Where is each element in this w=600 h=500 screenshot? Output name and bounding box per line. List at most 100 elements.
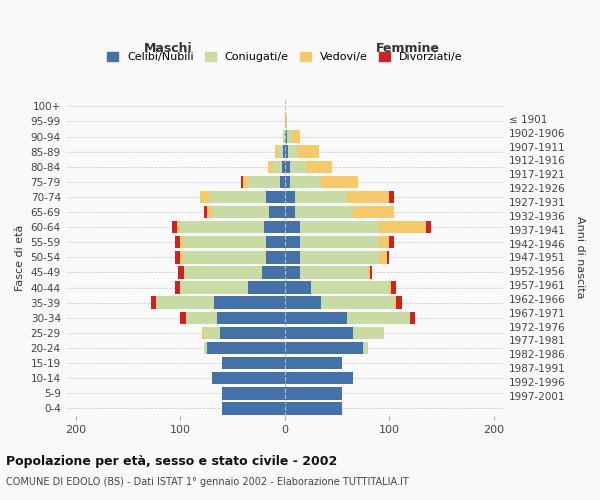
Bar [275, 146, 278, 158]
Bar [301, 221, 379, 234]
Bar [363, 342, 368, 354]
Bar [281, 160, 285, 173]
Bar [379, 251, 387, 264]
Bar [222, 387, 285, 400]
Bar [285, 282, 311, 294]
Bar [322, 176, 358, 188]
Bar [175, 236, 181, 248]
Bar [202, 326, 205, 339]
Bar [266, 251, 285, 264]
Bar [205, 342, 206, 354]
Bar [283, 130, 285, 142]
Bar [347, 190, 389, 203]
Bar [353, 326, 384, 339]
Bar [262, 266, 285, 278]
Bar [285, 372, 353, 384]
Text: Popolazione per età, sesso e stato civile - 2002: Popolazione per età, sesso e stato civil… [6, 455, 337, 468]
Bar [185, 312, 217, 324]
Bar [172, 221, 178, 234]
Bar [285, 206, 295, 218]
Legend: Celibi/Nubili, Coniugati/e, Vedovi/e, Divorziati/e: Celibi/Nubili, Coniugati/e, Vedovi/e, Di… [103, 47, 467, 66]
Bar [347, 312, 410, 324]
Bar [269, 206, 285, 218]
Bar [243, 176, 248, 188]
Bar [214, 296, 285, 309]
Bar [184, 266, 262, 278]
Bar [278, 146, 283, 158]
Bar [285, 221, 301, 234]
Bar [285, 312, 347, 324]
Bar [288, 146, 298, 158]
Bar [220, 326, 285, 339]
Bar [301, 236, 379, 248]
Bar [301, 266, 368, 278]
Bar [264, 221, 285, 234]
Bar [298, 146, 319, 158]
Bar [387, 251, 389, 264]
Bar [182, 251, 266, 264]
Bar [391, 282, 397, 294]
Bar [370, 266, 373, 278]
Bar [285, 326, 353, 339]
Bar [410, 312, 415, 324]
Bar [241, 176, 243, 188]
Bar [266, 190, 285, 203]
Bar [285, 251, 301, 264]
Bar [311, 282, 389, 294]
Bar [248, 176, 280, 188]
Bar [322, 296, 394, 309]
Bar [285, 236, 301, 248]
Bar [285, 190, 295, 203]
Bar [212, 372, 285, 384]
Bar [206, 342, 285, 354]
Bar [266, 236, 285, 248]
Bar [397, 296, 401, 309]
Bar [285, 160, 290, 173]
Text: Femmine: Femmine [376, 42, 440, 55]
Bar [285, 146, 288, 158]
Bar [285, 296, 322, 309]
Bar [285, 130, 287, 142]
Bar [287, 130, 292, 142]
Bar [379, 236, 389, 248]
Bar [285, 342, 363, 354]
Bar [285, 387, 342, 400]
Bar [268, 160, 274, 173]
Bar [178, 221, 181, 234]
Bar [353, 206, 394, 218]
Bar [151, 296, 157, 309]
Bar [285, 176, 290, 188]
Bar [205, 326, 220, 339]
Bar [175, 282, 181, 294]
Bar [175, 251, 181, 264]
Bar [394, 296, 397, 309]
Bar [181, 251, 182, 264]
Bar [368, 266, 370, 278]
Bar [274, 160, 281, 173]
Bar [200, 190, 209, 203]
Bar [305, 160, 332, 173]
Bar [389, 236, 394, 248]
Bar [285, 402, 342, 414]
Y-axis label: Anni di nascita: Anni di nascita [575, 216, 585, 298]
Bar [290, 160, 305, 173]
Bar [209, 190, 266, 203]
Bar [283, 146, 285, 158]
Bar [389, 282, 391, 294]
Bar [285, 115, 287, 128]
Bar [181, 221, 264, 234]
Bar [301, 251, 379, 264]
Bar [280, 176, 285, 188]
Bar [157, 296, 214, 309]
Bar [206, 206, 212, 218]
Bar [389, 190, 394, 203]
Bar [292, 130, 301, 142]
Text: COMUNE DI EDOLO (BS) - Dati ISTAT 1° gennaio 2002 - Elaborazione TUTTITALIA.IT: COMUNE DI EDOLO (BS) - Dati ISTAT 1° gen… [6, 477, 409, 487]
Bar [379, 221, 425, 234]
Y-axis label: Fasce di età: Fasce di età [15, 224, 25, 290]
Bar [181, 282, 248, 294]
Bar [285, 266, 301, 278]
Bar [217, 312, 285, 324]
Bar [248, 282, 285, 294]
Bar [212, 206, 269, 218]
